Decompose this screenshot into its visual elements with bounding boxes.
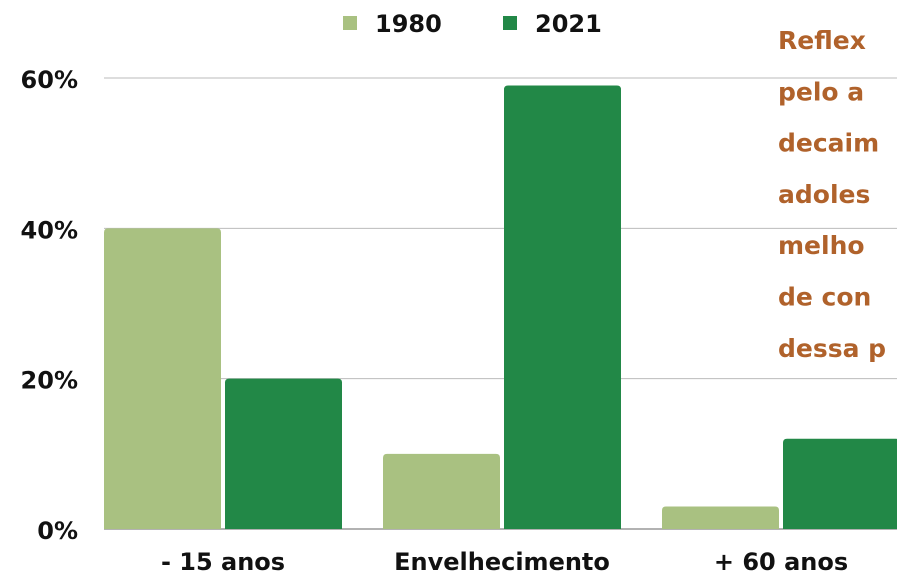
x-tick-label: Envelhecimento [394,548,610,576]
legend-swatch [343,16,357,30]
annotation-line: dessa p [778,334,886,363]
y-tick-label: 20% [21,367,78,395]
bar [225,378,342,529]
bar [383,453,500,529]
annotation-line: de con [778,283,871,312]
legend-swatch [503,16,517,30]
legend-label: 2021 [535,10,602,38]
bar [783,438,897,529]
y-tick-label: 0% [37,517,78,545]
annotation-line: adoles [778,180,870,209]
legend-label: 1980 [375,10,442,38]
y-tick-label: 60% [21,66,78,94]
y-tick-label: 40% [21,216,78,244]
bar [504,85,621,530]
annotation-line: melho [778,231,865,260]
annotation-line: decaim [778,129,879,158]
x-tick-label: + 60 anos [714,548,848,576]
x-tick-label: - 15 anos [161,548,285,576]
bar [104,228,221,530]
annotation-line: Reflex [778,26,866,55]
annotation-line: pelo a [778,77,864,106]
bar [662,506,779,529]
